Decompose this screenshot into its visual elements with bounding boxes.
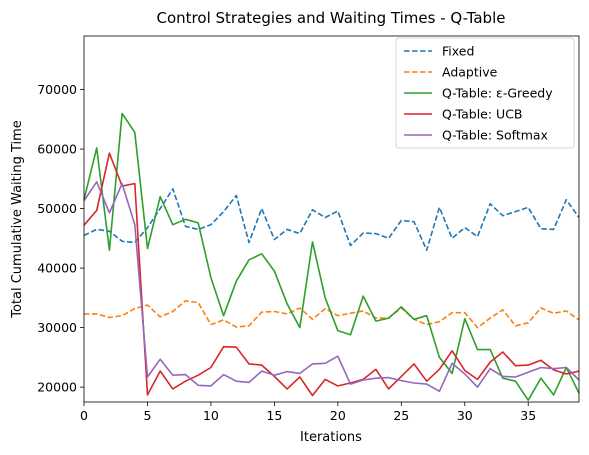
legend-label-3: Q-Table: UCB (442, 107, 523, 122)
y-tick-label: 30000 (37, 320, 77, 335)
legend-label-0: Fixed (442, 44, 474, 59)
y-tick-label: 70000 (37, 82, 77, 97)
series-line-3 (83, 152, 580, 397)
y-tick-label: 20000 (37, 380, 77, 395)
x-tick-label: 5 (143, 408, 151, 423)
x-tick-label: 30 (457, 408, 473, 423)
chart-title: Control Strategies and Waiting Times - Q… (157, 9, 506, 27)
series-line-4 (83, 181, 580, 393)
x-tick-label: 10 (203, 408, 219, 423)
x-tick-label: 20 (330, 408, 346, 423)
x-tick-label: 35 (520, 408, 536, 423)
series-line-2 (83, 112, 580, 402)
y-tick-label: 60000 (37, 142, 77, 157)
y-tick-label: 40000 (37, 261, 77, 276)
series-layer (83, 112, 580, 402)
x-tick-label: 15 (266, 408, 282, 423)
x-axis-label: Iterations (300, 430, 362, 445)
series-line-0 (83, 188, 580, 251)
legend: Fixed Adaptive Q-Table: ε-Greedy Q-Table: U… (395, 37, 575, 149)
legend-label-2: Q-Table: ε-Greedy (442, 86, 553, 101)
y-axis: 20000 30000 40000 50000 60000 70000 (37, 82, 84, 395)
legend-label-1: Adaptive (442, 65, 498, 80)
plot-frame (83, 35, 580, 403)
legend-label-4: Q-Table: Softmax (442, 128, 548, 143)
legend-box (395, 37, 575, 149)
y-axis-label: Total Cumulative Waiting Time (10, 120, 25, 319)
y-tick-label: 50000 (37, 201, 77, 216)
x-tick-label: 25 (393, 408, 409, 423)
x-tick-label: 0 (80, 408, 88, 423)
x-axis: 0 5 10 15 20 25 30 35 (80, 402, 536, 423)
